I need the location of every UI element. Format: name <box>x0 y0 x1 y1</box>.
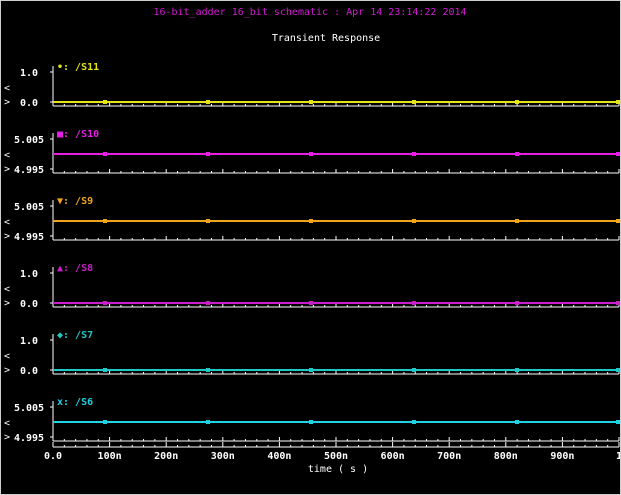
x-tick-label: 700n <box>437 451 461 462</box>
ytick-label-bottom: 0.0 <box>20 98 38 109</box>
ytick-label-bottom: 0.0 <box>20 299 38 310</box>
legend-s11: •: /S11 <box>57 62 99 73</box>
scroll-down-icon: > <box>4 231 10 242</box>
series-marker <box>206 420 210 424</box>
series-marker <box>309 219 313 223</box>
series-marker <box>616 100 620 104</box>
scroll-down-icon: > <box>4 298 10 309</box>
subplot-s9: 5.005 4.995 < > ▼: /S9 <box>4 196 620 243</box>
series-marker <box>103 152 107 156</box>
subplot-s7: 1.0 0.0 < > ◆: /S7 <box>4 330 620 377</box>
scroll-up-icon: < <box>4 217 10 228</box>
series-marker <box>412 152 416 156</box>
series-marker <box>515 152 519 156</box>
ytick-label-top: 5.005 <box>14 403 44 414</box>
x-tick-label: 900n <box>550 451 574 462</box>
series-marker <box>103 420 107 424</box>
series-marker <box>515 420 519 424</box>
x-tick-label: 400n <box>267 451 291 462</box>
ytick-label-top: 1.0 <box>20 269 38 280</box>
legend-s7: ◆: /S7 <box>57 330 93 341</box>
subplot-s10: 5.005 4.995 < > ■: /S10 <box>4 129 620 176</box>
legend-s10: ■: /S10 <box>57 129 99 140</box>
series-marker <box>206 152 210 156</box>
series-marker <box>412 219 416 223</box>
scroll-up-icon: < <box>4 284 10 295</box>
scroll-down-icon: > <box>4 432 10 443</box>
series-marker <box>309 100 313 104</box>
x-tick-label: 300n <box>211 451 235 462</box>
scroll-up-icon: < <box>4 418 10 429</box>
x-tick-label: 1 <box>616 451 620 462</box>
ytick-label-top: 5.005 <box>14 202 44 213</box>
window-header: 16-bit_adder 16_bit schematic : Apr 14 2… <box>153 7 466 18</box>
ytick-label-top: 1.0 <box>20 336 38 347</box>
x-axis-label: time ( s ) <box>308 464 368 475</box>
ytick-label-top: 1.0 <box>20 68 38 79</box>
series-marker <box>616 420 620 424</box>
series-marker <box>412 368 416 372</box>
subplot-s6: 5.005 4.995 < > x: /S6 <box>4 397 620 444</box>
series-marker <box>616 368 620 372</box>
scroll-up-icon: < <box>4 150 10 161</box>
series-marker <box>206 100 210 104</box>
legend-s8: ▲: /S8 <box>57 263 93 274</box>
series-marker <box>103 100 107 104</box>
x-tick-label: 100n <box>98 451 122 462</box>
ytick-label-bottom: 4.995 <box>14 232 44 243</box>
series-marker <box>515 100 519 104</box>
scroll-up-icon: < <box>4 351 10 362</box>
x-tick-label: 800n <box>494 451 518 462</box>
series-marker <box>103 368 107 372</box>
series-marker <box>616 152 620 156</box>
series-marker <box>309 420 313 424</box>
chart-title: Transient Response <box>272 33 380 44</box>
x-tick-label: 200n <box>154 451 178 462</box>
series-marker <box>616 301 620 305</box>
series-marker <box>309 301 313 305</box>
subplot-s8: 1.0 0.0 < > ▲: /S8 <box>4 263 620 310</box>
legend-s9: ▼: /S9 <box>57 196 93 207</box>
subplot-stack: 1.0 0.0 < > •: /S11 5.005 4.995 < > ■: /S10 5.005 4… <box>4 62 620 444</box>
series-marker <box>515 219 519 223</box>
scroll-down-icon: > <box>4 97 10 108</box>
ytick-label-bottom: 4.995 <box>14 165 44 176</box>
x-tick-label: 600n <box>381 451 405 462</box>
series-marker <box>103 301 107 305</box>
ytick-label-bottom: 0.0 <box>20 366 38 377</box>
series-marker <box>206 219 210 223</box>
scroll-down-icon: > <box>4 164 10 175</box>
ytick-label-top: 5.005 <box>14 135 44 146</box>
legend-s6: x: /S6 <box>57 397 93 408</box>
x-tick-label: 500n <box>324 451 348 462</box>
scroll-down-icon: > <box>4 365 10 376</box>
series-marker <box>309 152 313 156</box>
x-tick-label: 0.0 <box>44 451 62 462</box>
series-marker <box>412 301 416 305</box>
scroll-up-icon: < <box>4 83 10 94</box>
series-marker <box>103 219 107 223</box>
series-marker <box>206 368 210 372</box>
series-marker <box>616 219 620 223</box>
series-marker <box>412 100 416 104</box>
subplot-s11: 1.0 0.0 < > •: /S11 <box>4 62 620 109</box>
x-axis: 0.0 100n 200n 300n 400n 500n 600n 700n 800n 900n 1 <box>44 442 620 462</box>
series-marker <box>515 301 519 305</box>
ytick-label-bottom: 4.995 <box>14 433 44 444</box>
series-marker <box>515 368 519 372</box>
series-marker <box>412 420 416 424</box>
series-marker <box>309 368 313 372</box>
series-marker <box>206 301 210 305</box>
